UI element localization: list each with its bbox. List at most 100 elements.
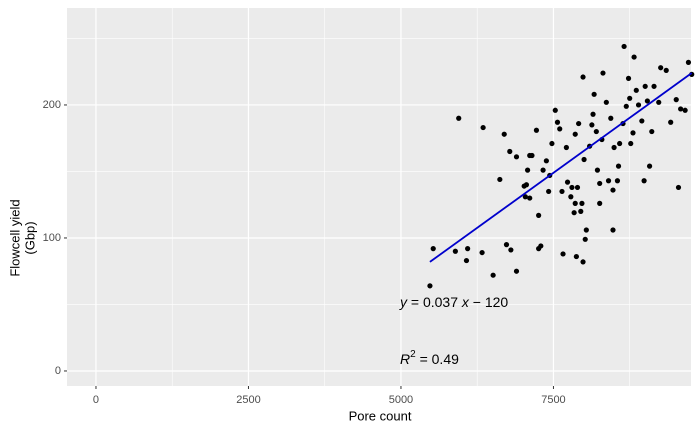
point bbox=[503, 242, 510, 248]
point bbox=[479, 249, 485, 256]
point bbox=[513, 268, 520, 274]
point bbox=[608, 115, 614, 121]
point bbox=[617, 140, 623, 147]
point bbox=[580, 259, 586, 265]
point bbox=[644, 98, 650, 104]
point bbox=[522, 194, 528, 200]
point bbox=[651, 83, 657, 89]
point bbox=[536, 212, 542, 218]
point bbox=[641, 178, 647, 184]
y-axis-label: (Gbp) bbox=[22, 221, 37, 254]
point bbox=[490, 272, 496, 278]
point bbox=[524, 167, 531, 173]
equation-part: = 0.037 bbox=[407, 294, 462, 310]
point bbox=[465, 246, 471, 252]
y-tick-label: 0 bbox=[55, 365, 61, 377]
point bbox=[574, 184, 581, 191]
point bbox=[480, 124, 486, 131]
point bbox=[597, 180, 603, 187]
point bbox=[591, 91, 597, 97]
point bbox=[527, 195, 533, 201]
point bbox=[581, 156, 587, 163]
point bbox=[685, 59, 692, 65]
point bbox=[603, 99, 609, 105]
plot-panel bbox=[67, 8, 691, 386]
point bbox=[614, 178, 621, 184]
r-squared-annotation: R2 = 0.49 bbox=[400, 349, 459, 367]
point bbox=[452, 248, 458, 254]
y-tick-label: 100 bbox=[43, 232, 61, 244]
point bbox=[646, 163, 653, 169]
point bbox=[600, 70, 606, 76]
point bbox=[678, 106, 684, 112]
point bbox=[508, 247, 514, 253]
x-axis-label: Pore count bbox=[349, 408, 412, 423]
point bbox=[557, 126, 563, 132]
point bbox=[594, 167, 601, 173]
point bbox=[533, 127, 540, 133]
point bbox=[628, 140, 634, 147]
point bbox=[501, 131, 507, 137]
point bbox=[572, 200, 578, 206]
equation-part: y bbox=[399, 294, 408, 310]
point bbox=[642, 83, 648, 89]
point bbox=[590, 111, 596, 117]
equation-part: x bbox=[461, 294, 470, 310]
point bbox=[605, 178, 612, 184]
point bbox=[430, 246, 436, 252]
point bbox=[589, 122, 595, 128]
point bbox=[621, 43, 627, 50]
point bbox=[610, 187, 616, 193]
point bbox=[568, 194, 574, 200]
point bbox=[578, 208, 584, 214]
point bbox=[675, 184, 682, 191]
point bbox=[639, 118, 645, 124]
point bbox=[573, 253, 579, 260]
equation-part: − 120 bbox=[469, 294, 509, 310]
r-squared-part: R bbox=[400, 351, 410, 367]
point bbox=[579, 200, 585, 206]
point bbox=[549, 140, 555, 147]
r-squared-part: = 0.49 bbox=[416, 351, 459, 367]
point bbox=[427, 283, 433, 289]
point bbox=[529, 152, 535, 159]
point bbox=[497, 176, 503, 183]
point bbox=[593, 128, 599, 135]
point bbox=[580, 74, 586, 80]
point bbox=[576, 120, 582, 127]
point bbox=[668, 119, 674, 125]
y-tick-label: 200 bbox=[43, 99, 61, 111]
point bbox=[663, 67, 669, 73]
point bbox=[546, 188, 552, 195]
point bbox=[682, 107, 688, 113]
point bbox=[633, 87, 639, 93]
point bbox=[543, 158, 549, 164]
point bbox=[627, 95, 633, 101]
r-squared-part: 2 bbox=[410, 349, 416, 360]
point bbox=[564, 179, 571, 185]
equation-annotation: y = 0.037 x − 120 bbox=[399, 294, 508, 310]
fit-line bbox=[429, 72, 693, 263]
point bbox=[623, 103, 629, 109]
point bbox=[563, 144, 569, 151]
point bbox=[572, 131, 578, 137]
point bbox=[635, 102, 642, 108]
point bbox=[463, 257, 470, 264]
point bbox=[630, 130, 636, 136]
point bbox=[559, 188, 565, 195]
y-axis-label: Flowcell yield bbox=[7, 199, 22, 276]
point bbox=[513, 154, 520, 160]
x-tick-label: 5000 bbox=[389, 394, 413, 406]
point bbox=[597, 200, 603, 206]
x-tick-label: 7500 bbox=[541, 394, 565, 406]
point bbox=[582, 236, 588, 242]
point bbox=[571, 210, 577, 216]
point bbox=[656, 99, 662, 105]
point bbox=[583, 227, 589, 233]
point bbox=[554, 119, 561, 125]
point bbox=[569, 184, 575, 191]
point bbox=[649, 128, 655, 135]
x-tick-label: 2500 bbox=[236, 394, 260, 406]
point bbox=[658, 65, 664, 71]
